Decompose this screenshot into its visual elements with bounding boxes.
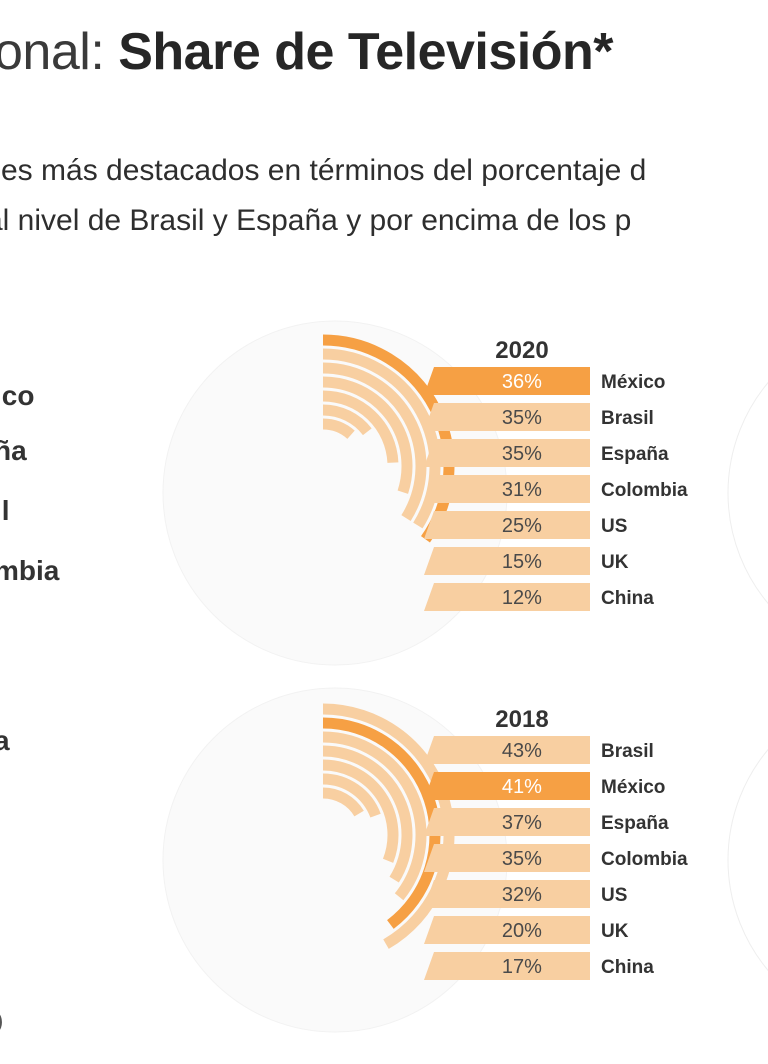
bar-us (424, 880, 590, 908)
value-label-china: 17% (502, 956, 542, 978)
value-label-us: 25% (502, 515, 542, 537)
category-label-brasil: Brasil (601, 741, 654, 762)
category-label-uk: UK (601, 921, 629, 942)
arc-us (322, 390, 399, 464)
arc-china (322, 418, 355, 440)
bar-brasil (424, 736, 590, 764)
category-label-espana: España (601, 813, 669, 834)
subtitle-line-2: al nivel de Brasil y España y por encima… (0, 204, 632, 237)
category-label-uk: UK (601, 552, 629, 573)
value-label-mexico: 41% (502, 776, 542, 798)
value-label-brasil: 35% (502, 407, 542, 429)
left-label-2: ña (0, 435, 27, 466)
category-label-mexico: México (601, 777, 665, 798)
value-label-brasil: 43% (502, 740, 542, 762)
bar-colombia (424, 844, 590, 872)
bar-china (424, 583, 590, 611)
value-label-espana: 35% (502, 443, 542, 465)
category-label-brasil: Brasil (601, 408, 654, 429)
page-title: onal: Share de Televisión* (0, 20, 614, 84)
bar-uk (424, 916, 590, 944)
bar-uk (424, 547, 590, 575)
arc-uk (322, 773, 381, 818)
arc-uk (322, 404, 372, 436)
chart-2020: 2020 36% México 35% Brasil 35% España 31% Colomb… (162, 320, 768, 666)
category-label-mexico: México (601, 372, 665, 393)
value-label-uk: 15% (502, 551, 542, 573)
category-label-us: US (601, 516, 627, 537)
bar-mexico (424, 367, 590, 395)
title-bold-part: Share de Televisión* (118, 23, 614, 81)
bar-espana (424, 439, 590, 467)
arc-us (322, 759, 399, 863)
value-label-china: 12% (502, 587, 542, 609)
left-label-5: a (0, 725, 10, 756)
chart-2018: 2018 43% Brasil 41% México 37% España 35% Colomb… (162, 687, 768, 1033)
category-label-china: China (601, 957, 654, 978)
value-label-espana: 37% (502, 812, 542, 834)
category-label-colombia: Colombia (601, 480, 688, 501)
arc-espana (322, 362, 427, 521)
subtitle-line-1: ses más destacados en términos del porce… (0, 154, 647, 187)
bar-espana (424, 808, 590, 836)
arc-brasil (322, 703, 455, 949)
arc-colombia (322, 745, 413, 883)
category-label-china: China (601, 588, 654, 609)
category-label-colombia: Colombia (601, 849, 688, 870)
value-label-colombia: 31% (502, 479, 542, 501)
title-light-part: onal: (0, 23, 119, 81)
left-label-1: ico (0, 380, 35, 411)
footnote: ) (0, 1008, 3, 1034)
left-label-4: mbia (0, 555, 60, 586)
chart-title: 2020 (495, 337, 548, 364)
arc-china (322, 787, 364, 817)
left-label-3: il (0, 495, 10, 526)
category-label-espana: España (601, 444, 669, 465)
value-label-us: 32% (502, 884, 542, 906)
bar-colombia (424, 475, 590, 503)
value-label-uk: 20% (502, 920, 542, 942)
arc-colombia (322, 376, 413, 494)
chart-background-disc-right (727, 749, 768, 971)
arc-espana (322, 731, 427, 901)
value-label-mexico: 36% (502, 371, 542, 393)
bar-mexico (424, 772, 590, 800)
value-label-colombia: 35% (502, 848, 542, 870)
bar-china (424, 952, 590, 980)
chart-title: 2018 (495, 706, 548, 733)
bar-brasil (424, 403, 590, 431)
chart-background-disc-right (727, 382, 768, 604)
subtitle: ses más destacados en términos del porce… (0, 146, 646, 246)
category-label-us: US (601, 885, 627, 906)
bar-us (424, 511, 590, 539)
